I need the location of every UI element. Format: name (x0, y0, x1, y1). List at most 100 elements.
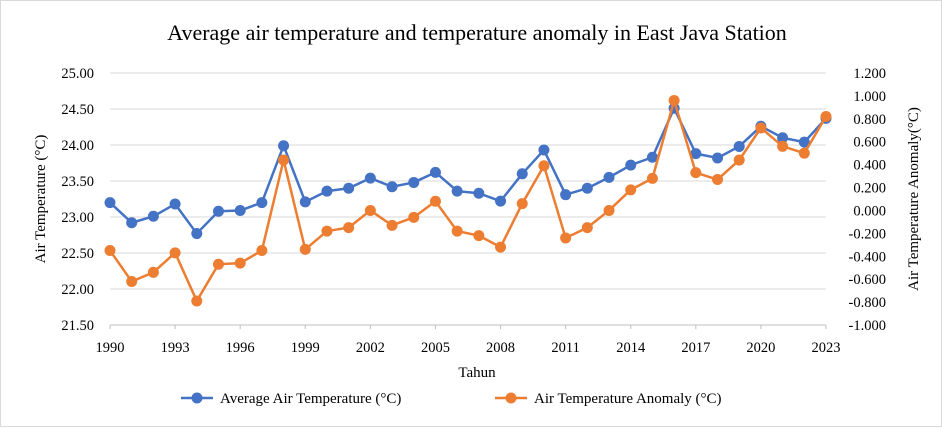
data-point (646, 172, 658, 184)
legend: Average Air Temperature (°C) Air Tempera… (181, 391, 722, 407)
data-point (560, 232, 572, 244)
data-point (712, 174, 724, 186)
data-point (495, 195, 507, 207)
data-point (408, 211, 420, 223)
y-tick-label: 23.00 (61, 210, 94, 226)
y-tick-label: 21.50 (61, 318, 94, 334)
series-average-air-temperature (104, 102, 832, 240)
data-point (278, 154, 290, 166)
data-point (755, 122, 767, 134)
y2-tick-label: 0.200 (853, 181, 886, 197)
data-point (733, 140, 745, 152)
y2-tick-label: 0.800 (853, 112, 886, 128)
series (104, 94, 832, 307)
data-point (212, 205, 224, 217)
data-point (343, 182, 355, 194)
x-axis-ticks: 1990 1993 1996 1999 2002 2005 2008 2011 2014 2017… (96, 340, 841, 356)
data-point (777, 140, 789, 152)
x-tick-label: 1999 (291, 340, 320, 356)
x-tick-label: 1993 (161, 340, 190, 356)
data-point (343, 222, 355, 234)
y-tick-label: 22.00 (61, 282, 94, 298)
data-point (495, 241, 507, 253)
series-line (109, 107, 827, 235)
x-axis-title: Tahun (458, 365, 496, 381)
data-point (212, 258, 224, 270)
y2-tick-label: -1.000 (849, 318, 886, 334)
data-point (798, 147, 810, 159)
data-point (278, 140, 290, 152)
data-point (429, 166, 441, 178)
data-point (733, 154, 745, 166)
y2-tick-label: 0.400 (853, 158, 886, 174)
x-tick-label: 2005 (421, 340, 450, 356)
y-tick-label: 23.50 (61, 174, 94, 190)
data-point (581, 222, 593, 234)
data-point (147, 210, 159, 222)
y-axis-title: Air Temperature (°C) (33, 135, 49, 264)
data-point (386, 219, 398, 231)
data-point (104, 197, 116, 209)
x-tick-label: 1990 (96, 340, 125, 356)
data-point (299, 196, 311, 208)
y2-tick-label: 1.000 (853, 89, 886, 105)
legend-label-anomaly: Air Temperature Anomaly (°C) (534, 391, 722, 407)
y-tick-label: 24.00 (61, 138, 94, 154)
y2-tick-label: 0.000 (853, 203, 886, 219)
data-point (299, 243, 311, 255)
legend-item-anomaly: Air Temperature Anomaly (°C) (495, 391, 722, 407)
x-tick-label: 2020 (746, 340, 775, 356)
legend-marker-anomaly (505, 392, 517, 404)
data-point (516, 168, 528, 180)
data-point (256, 245, 268, 257)
data-point (451, 185, 463, 197)
right-axis-ticks: -1.000 -0.800 -0.600 -0.400 -0.200 0.000 0.200… (849, 66, 886, 334)
data-point (581, 182, 593, 194)
data-point (408, 176, 420, 188)
legend-label-average: Average Air Temperature (°C) (220, 391, 401, 407)
legend-item-average-air-temperature: Average Air Temperature (°C) (181, 391, 401, 407)
data-point (560, 189, 572, 201)
data-point (798, 136, 810, 148)
data-point (169, 247, 181, 259)
data-point (712, 152, 724, 164)
data-point (169, 198, 181, 210)
data-point (625, 159, 637, 171)
data-point (126, 275, 138, 287)
data-point (429, 195, 441, 207)
y2-tick-label: -0.600 (849, 272, 886, 288)
y2-tick-label: -0.200 (849, 226, 886, 242)
axes (109, 324, 827, 329)
data-point (364, 172, 376, 184)
data-point (603, 171, 615, 183)
data-point (234, 257, 246, 269)
gridlines (110, 72, 826, 326)
y2-tick-label: 1.200 (853, 66, 886, 82)
y2-tick-label: -0.800 (849, 295, 886, 311)
x-tick-label: 2017 (681, 340, 710, 356)
data-point (234, 205, 246, 217)
data-point (473, 230, 485, 242)
x-tick-label: 2014 (616, 340, 646, 356)
x-tick-label: 2002 (356, 340, 385, 356)
data-point (777, 132, 789, 144)
data-point (668, 94, 680, 106)
left-axis-ticks: 21.50 22.00 22.50 23.00 23.50 24.00 24.50 25.00 (61, 66, 94, 334)
data-point (191, 228, 203, 240)
data-point (386, 181, 398, 193)
data-point (538, 160, 550, 172)
data-point (364, 204, 376, 216)
data-point (516, 198, 528, 210)
data-point (820, 111, 832, 123)
data-point (538, 144, 550, 156)
x-tick-label: 2011 (551, 340, 579, 356)
data-point (321, 225, 333, 237)
y-tick-label: 22.50 (61, 246, 94, 262)
data-point (646, 151, 658, 163)
data-point (690, 167, 702, 179)
x-tick-label: 1996 (226, 340, 255, 356)
legend-marker-average (191, 392, 203, 404)
data-point (690, 148, 702, 160)
